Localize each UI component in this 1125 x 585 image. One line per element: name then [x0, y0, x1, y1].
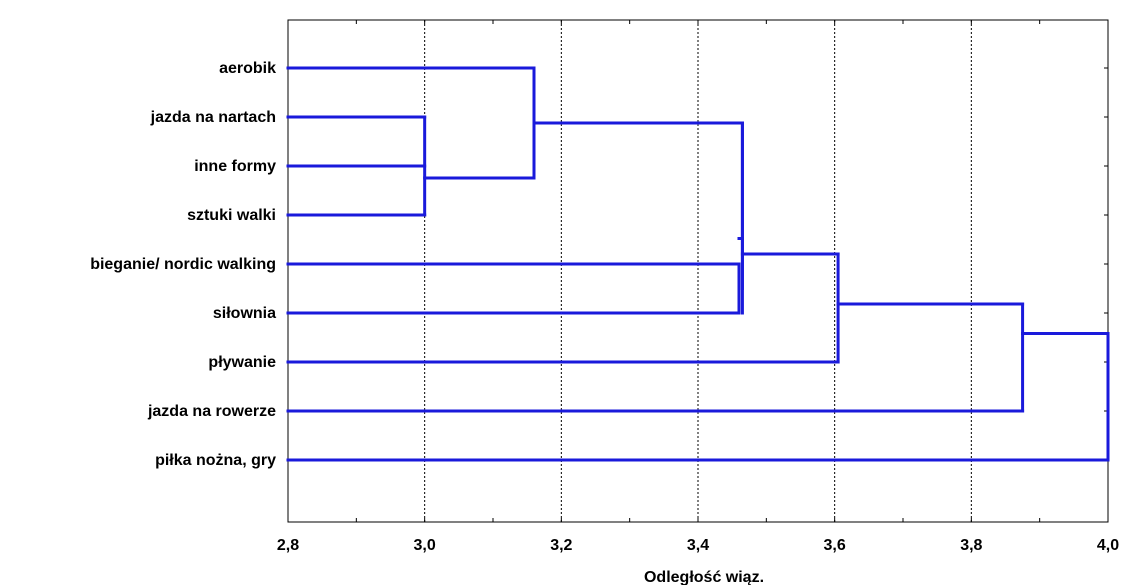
leaf-label: aerobik [219, 60, 276, 77]
dendrogram-branches [286, 66, 1110, 462]
leaf-label: jazda na rowerze [147, 403, 276, 420]
x-tick-label: 4,0 [1097, 537, 1119, 554]
x-tick-label: 2,8 [277, 537, 299, 554]
grid-lines [424, 20, 972, 522]
x-tick-label: 3,0 [414, 537, 436, 554]
leaf-label: pływanie [208, 354, 276, 371]
leaf-label: sztuki walki [187, 207, 276, 224]
leaf-labels: aerobik jazda na nartach inne formy sztuki … [90, 60, 276, 469]
x-tick-label: 3,8 [960, 537, 982, 554]
leaf-label: bieganie/ nordic walking [90, 256, 276, 273]
leaf-label: piłka nożna, gry [155, 452, 276, 469]
leaf-label: inne formy [194, 158, 276, 175]
leaf-label: jazda na nartach [150, 109, 276, 126]
axis-ticks [287, 20, 1109, 522]
x-tick-label: 3,6 [824, 537, 846, 554]
x-tick-label: 3,4 [687, 537, 709, 554]
x-tick-label: 3,2 [550, 537, 572, 554]
x-tick-labels: 2,8 3,0 3,2 3,4 3,6 3,8 4,0 [277, 537, 1119, 554]
leaf-label: siłownia [213, 305, 276, 322]
x-axis-title: Odległość wiąz. [644, 569, 764, 585]
plot-frame [287, 19, 1109, 523]
